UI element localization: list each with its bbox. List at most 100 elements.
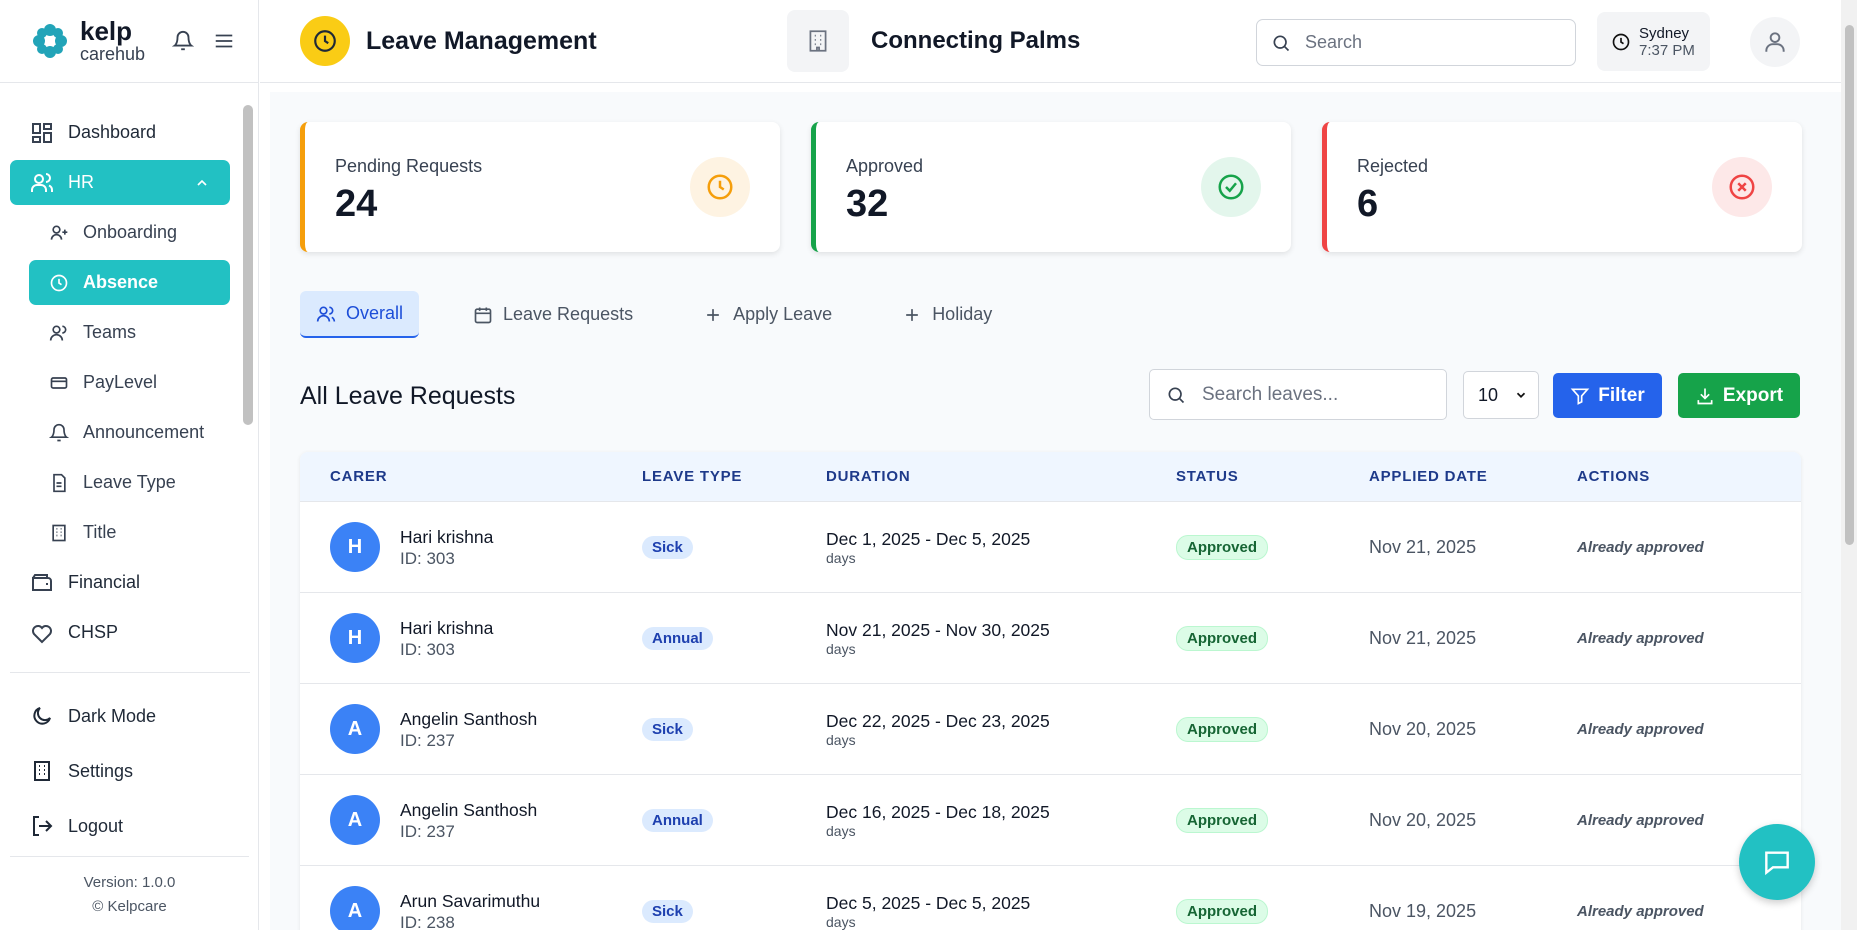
nav-item[interactable]: CHSP <box>10 610 230 655</box>
nav-item[interactable]: Financial <box>10 560 230 605</box>
footer-item[interactable]: Settings <box>10 748 250 794</box>
tab-label: Holiday <box>932 304 992 325</box>
nav-item[interactable]: Leave Type <box>29 460 230 505</box>
footer-item[interactable]: Dark Mode <box>10 693 250 739</box>
section-title: All Leave Requests <box>300 382 515 411</box>
nav-item[interactable]: PayLevel <box>29 360 230 405</box>
leave-type-badge: Sick <box>642 718 693 741</box>
avatar: A <box>330 886 380 930</box>
page-size-select[interactable]: 10 <box>1463 371 1539 419</box>
tab[interactable]: Holiday <box>886 291 1008 338</box>
user-avatar[interactable] <box>1750 17 1800 67</box>
table-row: HHari krishnaID: 303Annual Nov 21, 2025 -… <box>300 593 1801 684</box>
status-badge: Approved <box>1176 899 1268 924</box>
nav-item[interactable]: Announcement <box>29 410 230 455</box>
table-row: A Arun SavarimuthuID: 238 Sick Dec 5, 2025 … <box>300 866 1801 930</box>
column-header: STATUS <box>1176 468 1369 485</box>
leave-type-badge: Sick <box>642 536 693 559</box>
applied-date: Nov 19, 2025 <box>1369 901 1577 922</box>
nav-label: CHSP <box>68 622 118 643</box>
header: Leave Management Connecting Palms Search… <box>260 0 1841 83</box>
leave-type-badge: Annual <box>642 809 713 832</box>
nav-label: Financial <box>68 572 140 593</box>
main: Pending Requests24Approved32Rejected6 Ov… <box>270 92 1841 930</box>
tab[interactable]: Apply Leave <box>687 291 848 338</box>
org-name: Connecting Palms <box>871 27 1080 55</box>
carer-id: ID: 303 <box>400 640 493 660</box>
nav-item[interactable]: Absence <box>29 260 230 305</box>
city: Sydney <box>1639 25 1695 42</box>
stat-card: Rejected6 <box>1322 122 1802 252</box>
column-header: CARER <box>300 468 642 485</box>
carer-cell: AAngelin SanthoshID: 237 <box>300 795 642 845</box>
stat-icon <box>1712 157 1772 217</box>
tab[interactable]: Overall <box>300 291 419 338</box>
carer-info: Angelin SanthoshID: 237 <box>400 707 537 751</box>
leave-type-badge: Annual <box>642 627 713 650</box>
status-cell: Approved <box>1176 808 1369 833</box>
carer-name: Hari krishna <box>400 616 493 640</box>
clock: Sydney7:37 PM <box>1597 12 1710 71</box>
nav-item[interactable]: Dashboard <box>10 110 230 155</box>
duration: Dec 5, 2025 - Dec 5, 2025 <box>826 893 1176 914</box>
nav-item[interactable]: Title <box>29 510 230 555</box>
duration-unit: days <box>826 550 1176 566</box>
type-cell: Annual <box>642 627 826 650</box>
table-row: A Angelin SanthoshID: 237 Sick Dec 22, 2025… <box>300 684 1801 775</box>
version-info: Version: 1.0.0© Kelpcare <box>10 856 249 919</box>
nav-label: Leave Type <box>83 472 176 493</box>
carer-info: Arun SavarimuthuID: 238 <box>400 889 540 930</box>
page-scrollbar[interactable] <box>1841 0 1857 930</box>
leave-search[interactable]: Search leaves... <box>1149 369 1447 420</box>
avatar: A <box>330 795 380 845</box>
duration-unit: days <box>826 914 1176 930</box>
bell-button[interactable] <box>172 30 194 52</box>
carer-name: Angelin Santhosh <box>400 707 537 731</box>
duration-cell: Dec 5, 2025 - Dec 5, 2025days <box>826 893 1176 930</box>
duration-cell: Dec 22, 2025 - Dec 23, 2025days <box>826 711 1176 748</box>
nav-label: Teams <box>83 322 136 343</box>
avatar: A <box>330 704 380 754</box>
carer-name: Angelin Santhosh <box>400 798 537 822</box>
nav-label: PayLevel <box>83 372 157 393</box>
carer-info: Hari krishnaID: 303 <box>400 525 493 569</box>
export-button[interactable]: Export <box>1678 373 1800 418</box>
type-cell: Annual <box>642 809 826 832</box>
sidebar-scrollbar[interactable] <box>243 105 253 425</box>
sidebar: kelpcarehub Dashboard HR Onboarding Absen… <box>0 0 259 930</box>
nav-item[interactable]: Onboarding <box>29 210 230 255</box>
nav-label: Title <box>83 522 116 543</box>
brand: kelpcarehub <box>0 0 258 83</box>
applied-date: Nov 21, 2025 <box>1369 628 1577 649</box>
applied-date: Nov 21, 2025 <box>1369 537 1577 558</box>
version: Version: 1.0.0 <box>10 871 249 895</box>
nav-label: Onboarding <box>83 222 177 243</box>
avatar: H <box>330 522 380 572</box>
duration-unit: days <box>826 641 1176 657</box>
page-size: 10 <box>1478 385 1498 406</box>
footer-item[interactable]: Logout <box>10 803 250 849</box>
status-cell: Approved <box>1176 626 1369 651</box>
stat-card: Approved32 <box>811 122 1291 252</box>
nav-item[interactable]: HR <box>10 160 230 205</box>
stat-icon <box>1201 157 1261 217</box>
action-text: Already approved <box>1577 539 1801 556</box>
carer-cell: HHari krishnaID: 303 <box>300 613 642 663</box>
nav-item[interactable]: Teams <box>29 310 230 355</box>
duration: Nov 21, 2025 - Nov 30, 2025 <box>826 620 1176 641</box>
menu-button[interactable] <box>212 30 236 52</box>
chat-button[interactable] <box>1739 824 1815 900</box>
duration: Dec 22, 2025 - Dec 23, 2025 <box>826 711 1176 732</box>
button-label: Filter <box>1598 385 1644 407</box>
leave-type-badge: Sick <box>642 900 693 923</box>
tab-label: Leave Requests <box>503 304 633 325</box>
carer-cell: A Arun SavarimuthuID: 238 <box>300 886 642 930</box>
filter-button[interactable]: Filter <box>1553 373 1662 418</box>
header-search[interactable]: Search <box>1256 19 1576 66</box>
tab[interactable]: Leave Requests <box>457 291 649 338</box>
tab-label: Apply Leave <box>733 304 832 325</box>
column-header: APPLIED DATE <box>1369 468 1577 485</box>
duration-cell: Nov 21, 2025 - Nov 30, 2025days <box>826 620 1176 657</box>
nav-label: Announcement <box>83 422 204 443</box>
